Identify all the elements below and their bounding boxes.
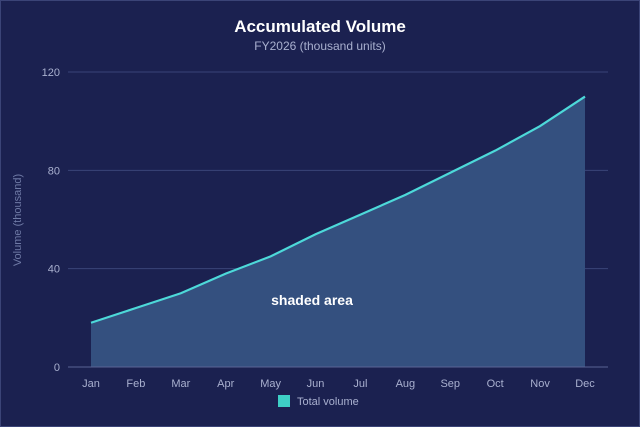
chart-subtitle: FY2026 (thousand units) <box>254 39 385 53</box>
annotation-label: shaded area <box>271 292 353 308</box>
x-tick-label-may: May <box>260 378 281 390</box>
x-tick-label-apr: Apr <box>217 378 234 390</box>
x-tick-labels: Jan Feb Mar Apr May Jun Jul Aug Sep Oct Nov Dec <box>82 378 595 390</box>
y-tick-label: 120 <box>42 67 60 79</box>
y-axis-label: Volume (thousand) <box>12 174 24 266</box>
x-tick-label-nov: Nov <box>530 378 550 390</box>
legend-swatch <box>278 395 290 407</box>
x-tick-label-mar: Mar <box>171 378 190 390</box>
x-tick-label-dec: Dec <box>575 378 595 390</box>
x-tick-label-jan: Jan <box>82 378 100 390</box>
x-tick-label-jul: Jul <box>353 378 367 390</box>
area-fill <box>91 96 585 367</box>
y-tick-label: 0 <box>54 362 60 374</box>
x-tick-label-jun: Jun <box>307 378 325 390</box>
x-tick-label-aug: Aug <box>396 378 416 390</box>
chart-title: Accumulated Volume <box>234 17 406 36</box>
x-tick-label-oct: Oct <box>487 378 504 390</box>
legend-label: Total volume <box>297 396 359 408</box>
legend: Total volume <box>278 395 359 408</box>
y-tick-label: 80 <box>48 165 60 177</box>
series-line <box>90 95 586 324</box>
x-tick-label-feb: Feb <box>126 378 145 390</box>
y-tick-label: 40 <box>48 264 60 276</box>
y-tick-labels: 0 40 80 120 <box>42 67 60 374</box>
x-tick-label-sep: Sep <box>440 378 460 390</box>
